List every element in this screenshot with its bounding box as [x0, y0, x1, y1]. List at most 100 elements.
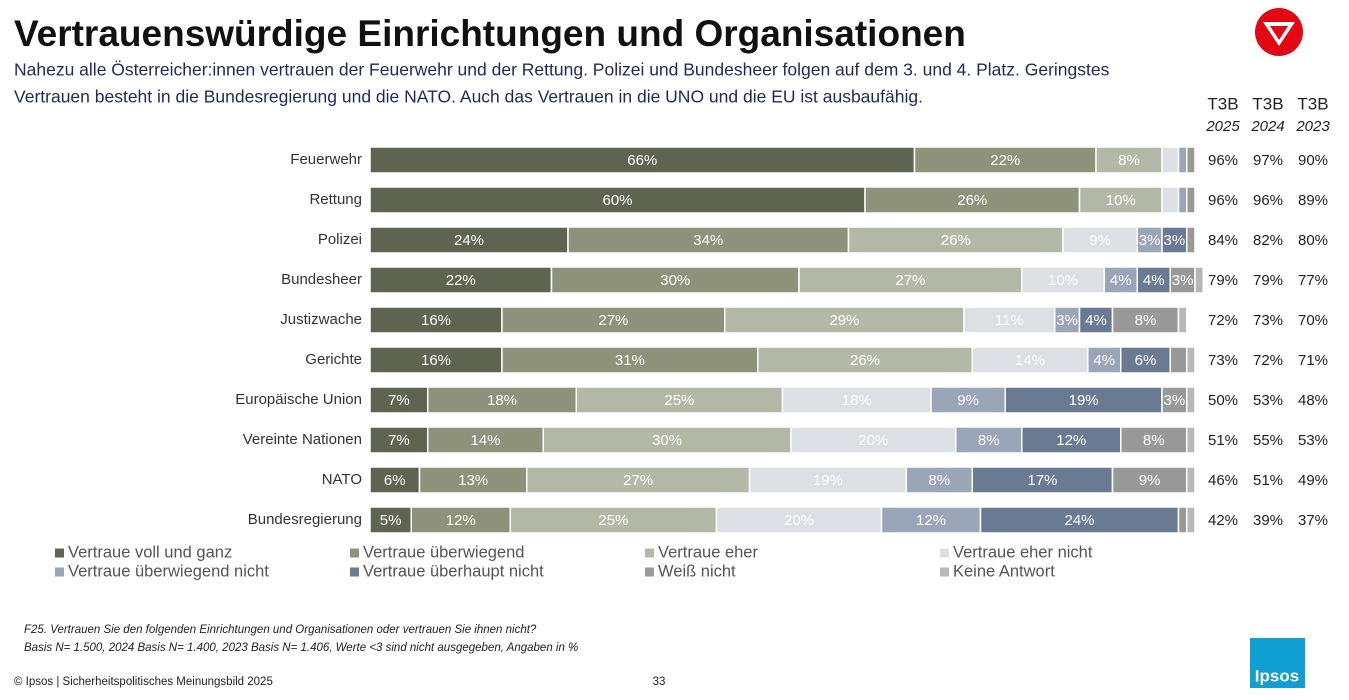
footnote: Basis N= 1.500, 2024 Basis N= 1.400, 202…	[24, 642, 578, 654]
value-label: 9%	[1089, 232, 1111, 249]
footnote: F25. Vertrauen Sie den folgenden Einrich…	[24, 624, 537, 636]
t3b-value: 50%	[1208, 392, 1238, 409]
bar-segment	[913, 146, 1097, 174]
value-label: 24%	[1064, 512, 1094, 529]
bar-segment	[748, 466, 907, 494]
value-label: 18%	[487, 392, 517, 409]
bar-segment	[905, 466, 973, 494]
value-label: 30%	[652, 432, 682, 449]
page-number: 33	[653, 676, 666, 688]
bar-segment	[501, 306, 726, 334]
bar-segment	[550, 266, 800, 294]
bar-segment	[1186, 426, 1196, 454]
value-label: 5%	[380, 512, 402, 529]
t3b-value: 53%	[1253, 392, 1283, 409]
category-label: Bundesregierung	[248, 511, 362, 528]
bar-segment	[1177, 186, 1188, 214]
t3b-value: 80%	[1298, 232, 1328, 249]
t3b-value: 48%	[1298, 392, 1328, 409]
t3b-value: 46%	[1208, 472, 1238, 489]
value-label: 3%	[1164, 232, 1186, 249]
value-label: 9%	[957, 392, 979, 409]
legend-label: Vertraue eher nicht	[953, 543, 1093, 561]
bar-segment	[715, 506, 883, 534]
value-label: 8%	[1135, 312, 1157, 329]
legend-label: Keine Antwort	[953, 562, 1055, 580]
austria-logo	[1255, 8, 1303, 56]
bar-segment	[1177, 306, 1188, 334]
value-label: 24%	[454, 232, 484, 249]
value-label: 3%	[1172, 272, 1194, 289]
value-label: 8%	[1143, 432, 1165, 449]
bar-segment	[1186, 146, 1196, 174]
t3b-value: 84%	[1208, 232, 1238, 249]
t3b-header: T3B	[1297, 94, 1328, 113]
bar-segment	[369, 386, 429, 414]
subtitle: Nahezu alle Österreicher:innen vertrauen…	[14, 60, 1110, 80]
value-label: 66%	[627, 152, 657, 169]
value-label: 20%	[858, 432, 888, 449]
value-label: 6%	[1135, 352, 1157, 369]
t3b-value: 96%	[1208, 192, 1238, 209]
value-label: 29%	[829, 312, 859, 329]
bar-segment	[1062, 226, 1138, 254]
value-label: 14%	[1015, 352, 1045, 369]
value-label: 25%	[598, 512, 628, 529]
bar-segment	[369, 426, 429, 454]
bar-segment	[410, 506, 511, 534]
legend-label: Weiß nicht	[658, 562, 736, 580]
t3b-value: 73%	[1253, 312, 1283, 329]
value-label: 26%	[957, 192, 987, 209]
value-label: 7%	[388, 432, 410, 449]
t3b-value: 79%	[1208, 272, 1238, 289]
value-label: 30%	[660, 272, 690, 289]
bar-segment	[781, 386, 932, 414]
bar-segment	[1021, 426, 1122, 454]
bar-segment	[1103, 266, 1138, 294]
value-label: 8%	[1118, 152, 1140, 169]
value-label: 7%	[388, 392, 410, 409]
value-label: 19%	[1069, 392, 1099, 409]
bar-segment	[1095, 146, 1163, 174]
t3b-value: 79%	[1253, 272, 1283, 289]
bar-segment	[369, 306, 503, 334]
value-label: 16%	[421, 312, 451, 329]
t3b-value: 70%	[1298, 312, 1328, 329]
value-label: 4%	[1093, 352, 1115, 369]
legend-label: Vertraue voll und ganz	[68, 543, 232, 561]
bar-segment	[880, 506, 982, 534]
bar-segment	[1120, 346, 1171, 374]
bar-segment	[1136, 266, 1171, 294]
value-label: 8%	[978, 432, 1000, 449]
bar-segment	[1161, 226, 1188, 254]
value-label: 26%	[850, 352, 880, 369]
value-label: 16%	[421, 352, 451, 369]
bar-segment	[501, 346, 759, 374]
bar-segment	[526, 466, 751, 494]
bar-segment	[724, 306, 965, 334]
bar-segment	[1087, 346, 1122, 374]
subtitle: Vertrauen besteht in die Bundesregierung…	[14, 87, 923, 107]
t3b-value: 72%	[1208, 312, 1238, 329]
value-label: 12%	[916, 512, 946, 529]
value-label: 22%	[446, 272, 476, 289]
t3b-header: T3B	[1207, 94, 1238, 113]
t3b-value: 73%	[1208, 352, 1238, 369]
legend-label: Vertraue überhaupt nicht	[363, 562, 544, 580]
bar-segment	[1186, 386, 1196, 414]
category-label: Bundesheer	[281, 271, 362, 288]
bar-segment	[567, 226, 850, 254]
chart: Feuerwehr 66% 22% 8% Rettung 60% 26% 10% Polizei…	[55, 94, 1330, 580]
bar-segment	[1111, 466, 1188, 494]
value-label: 17%	[1027, 472, 1057, 489]
category-label: NATO	[322, 471, 362, 488]
value-label: 6%	[384, 472, 406, 489]
ipsos-logo-text: Ipsos	[1255, 666, 1299, 685]
category-label: Polizei	[318, 231, 362, 248]
t3b-value: 51%	[1253, 472, 1283, 489]
t3b-value: 72%	[1253, 352, 1283, 369]
bar-segment	[427, 426, 544, 454]
value-label: 3%	[1139, 232, 1161, 249]
value-label: 9%	[1139, 472, 1161, 489]
value-label: 31%	[615, 352, 645, 369]
